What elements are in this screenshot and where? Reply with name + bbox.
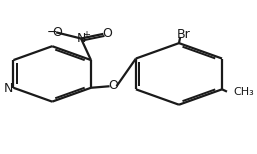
Text: O: O xyxy=(52,26,62,38)
Text: Br: Br xyxy=(177,28,190,41)
Text: −: − xyxy=(47,26,57,38)
Text: O: O xyxy=(108,79,118,92)
Text: N: N xyxy=(3,82,13,95)
Text: O: O xyxy=(103,27,113,40)
Text: +: + xyxy=(82,30,90,40)
Text: N: N xyxy=(76,32,86,45)
Text: CH₃: CH₃ xyxy=(233,87,254,97)
